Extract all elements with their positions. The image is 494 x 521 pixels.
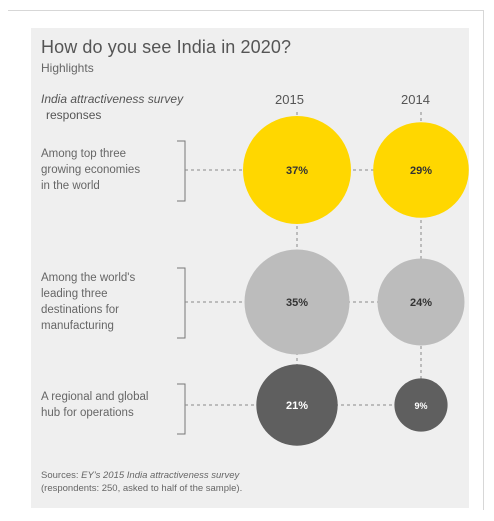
row-bracket	[177, 267, 186, 339]
row-label-line: growing economies	[41, 164, 141, 176]
source-prefix: Sources:	[41, 470, 82, 481]
data-label-2014-row3: 9%	[414, 401, 427, 411]
source-respondents: (respondents: 250, asked to half of the …	[41, 483, 243, 494]
bubble-2014-row3	[394, 378, 448, 432]
row-label-line: leading three	[41, 288, 108, 300]
source-note: Sources: EY's 2015 India attractiveness …	[41, 469, 242, 495]
source-survey-name: EY's 2015 India attractiveness survey	[81, 470, 240, 481]
row-label-line: hub for operations	[41, 407, 134, 419]
data-label-2015-row3: 21%	[286, 400, 308, 412]
data-label-2014-row2: 24%	[410, 297, 432, 309]
bubble-2015-row1	[243, 116, 351, 224]
bubble-2014-row1	[373, 122, 469, 218]
row-label-growing-economies: Among top three growing economies in the…	[41, 146, 176, 194]
bubble-2014-row2	[377, 258, 465, 346]
column-header-2014: 2014	[401, 92, 430, 107]
row-header-line-1: India attractiveness survey	[41, 92, 184, 106]
chart-title: How do you see India in 2020?	[41, 37, 292, 57]
figure-frame	[8, 10, 484, 510]
data-label-2015-row1: 37%	[286, 165, 308, 177]
row-label-line: Among top three	[41, 148, 127, 160]
row-label-line: manufacturing	[41, 320, 114, 332]
data-label-2014-row1: 29%	[410, 165, 432, 177]
row-label-line: in the world	[41, 180, 100, 192]
column-header-2015: 2015	[275, 92, 304, 107]
row-label-line: destinations for	[41, 304, 119, 316]
data-label-2015-row2: 35%	[286, 297, 308, 309]
row-label-manufacturing: Among the world's leading three destinat…	[41, 270, 176, 334]
chart-subtitle: Highlights	[41, 61, 94, 75]
bubble-2015-row3	[256, 364, 338, 446]
row-label-line: Among the world's	[41, 272, 136, 284]
row-label-hub-operations: A regional and global hub for operations	[41, 389, 176, 421]
row-bracket	[177, 140, 186, 202]
row-header-line-2: responses	[46, 108, 102, 122]
row-bracket	[177, 383, 186, 435]
bubble-2015-row2	[244, 249, 350, 355]
row-label-line: A regional and global	[41, 391, 149, 403]
